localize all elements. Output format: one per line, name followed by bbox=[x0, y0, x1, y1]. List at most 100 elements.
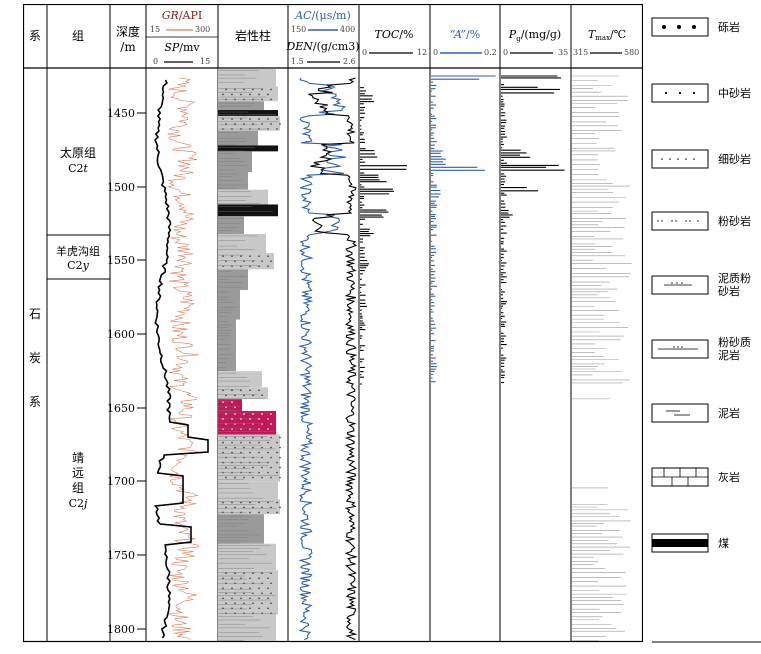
tmax-track bbox=[572, 75, 632, 642]
header-a-min: 0 bbox=[433, 48, 438, 57]
depth-tick-1750: 1750 bbox=[107, 549, 146, 562]
depth-tick-1600: 1600 bbox=[107, 328, 146, 341]
legend-swatch bbox=[651, 211, 709, 231]
legend-item-conglomerate: 砾岩 bbox=[651, 17, 740, 37]
svg-text:1700: 1700 bbox=[107, 475, 135, 488]
header-group: 组 bbox=[72, 29, 84, 43]
depth-tick-1700: 1700 bbox=[107, 475, 146, 488]
lithology-column bbox=[218, 68, 281, 641]
system-char-3: 系 bbox=[29, 395, 41, 409]
legend-item-siltstone: 粉砂岩 bbox=[651, 211, 751, 231]
lithology-layer bbox=[218, 319, 236, 372]
legend-label: 泥岩 bbox=[718, 406, 740, 420]
lithology-layer bbox=[218, 269, 248, 290]
lithology-layer bbox=[218, 570, 278, 615]
legend-item-limestone: 灰岩 bbox=[651, 467, 740, 487]
svg-text:1500: 1500 bbox=[107, 181, 135, 194]
lithology-layer bbox=[218, 399, 242, 411]
formation-separators bbox=[47, 234, 110, 280]
header-den-min: 1.5 bbox=[291, 57, 304, 66]
svg-text:1750: 1750 bbox=[107, 549, 135, 562]
legend-item-medium-sandstone: 中砂岩 bbox=[651, 83, 751, 103]
header-depth-line1: 深度 bbox=[116, 24, 140, 39]
ac-curve bbox=[297, 77, 347, 641]
header-toc-max: 12 bbox=[417, 48, 427, 57]
lithology-layer bbox=[218, 189, 268, 205]
svg-text:1800: 1800 bbox=[107, 623, 135, 636]
lithology-layer bbox=[218, 434, 280, 482]
depth-ticks: 1450 1500 1550 1600 1650 1700 1750 1800 bbox=[107, 107, 146, 636]
lithology-layer bbox=[218, 110, 278, 116]
legend-item-mudstone: 泥岩 bbox=[651, 403, 740, 423]
legend-swatch bbox=[651, 403, 709, 423]
header-depth-line2: /m bbox=[120, 40, 136, 54]
lithology-layer bbox=[218, 101, 264, 111]
well-log-panel: 系 组 深度 /m GR/API 15 300 SP/mv 0 15 岩性柱 A… bbox=[23, 4, 643, 643]
header-pg-min: 0 bbox=[503, 48, 508, 57]
legend-swatch bbox=[651, 149, 709, 169]
formation-jingyuan-char-2: 远 bbox=[72, 466, 84, 480]
legend-label: 中砂岩 bbox=[718, 86, 751, 100]
legend-label: 泥质粉砂岩 bbox=[718, 272, 751, 298]
svg-text:1450: 1450 bbox=[107, 107, 135, 120]
header-a: “A”/% bbox=[450, 28, 480, 41]
header-system: 系 bbox=[29, 29, 41, 43]
header-toc-min: 0 bbox=[362, 48, 367, 57]
lithology-layer bbox=[218, 514, 264, 544]
depth-tick-1550: 1550 bbox=[107, 254, 146, 267]
system-char-1: 石 bbox=[29, 307, 41, 321]
header-gr-max: 300 bbox=[195, 25, 210, 34]
depth-tick-1800: 1800 bbox=[107, 623, 146, 636]
a-track bbox=[431, 75, 496, 383]
header-tmax-min: 315 bbox=[573, 48, 588, 57]
header-gr-min: 15 bbox=[150, 25, 160, 34]
formation-yanghugou-code: C2y bbox=[67, 259, 89, 272]
formation-jingyuan-code: C2j bbox=[69, 497, 88, 510]
header-pg: Pg/(mg/g) bbox=[508, 28, 561, 43]
formation-taiyuan-name: 太原组 bbox=[60, 145, 96, 160]
lithology-layer bbox=[218, 371, 262, 388]
pg-track bbox=[501, 75, 565, 384]
formation-jingyuan-char-3: 组 bbox=[72, 481, 84, 495]
lithology-layer bbox=[218, 233, 266, 254]
toc-track bbox=[360, 87, 408, 385]
header-tmax: Tmax/℃ bbox=[588, 28, 626, 42]
header-sp-min: 0 bbox=[153, 57, 158, 66]
lithology-layer bbox=[218, 543, 276, 571]
gr-curve bbox=[167, 77, 200, 640]
legend-label: 细砂岩 bbox=[718, 152, 751, 166]
lithology-layer bbox=[218, 387, 268, 400]
legend-label: 灰岩 bbox=[718, 470, 740, 484]
lithology-layer bbox=[218, 145, 278, 152]
legend-item-argillaceous-siltstone: 泥质粉砂岩 bbox=[651, 272, 751, 298]
lithology-layer bbox=[218, 290, 240, 320]
lithology-layer bbox=[218, 172, 248, 190]
lithology-layer bbox=[218, 410, 276, 435]
lithology-layer bbox=[218, 204, 278, 217]
log-frame bbox=[23, 4, 643, 643]
header-sp: SP/mv bbox=[164, 41, 200, 54]
lithology-layer bbox=[218, 68, 276, 87]
header-lith: 岩性柱 bbox=[235, 28, 271, 43]
den-curve bbox=[308, 77, 359, 641]
lithology-layer bbox=[218, 481, 278, 500]
depth-tick-1650: 1650 bbox=[107, 402, 146, 415]
legend-label: 煤 bbox=[718, 537, 729, 550]
lithology-layer bbox=[218, 253, 274, 270]
gr-sp-curve-track bbox=[153, 77, 209, 640]
legend-item-fine-sandstone: 细砂岩 bbox=[651, 149, 751, 169]
svg-text:1650: 1650 bbox=[107, 402, 135, 415]
header-a-max: 0.2 bbox=[484, 48, 497, 57]
system-char-2: 炭 bbox=[29, 351, 41, 365]
lithology-layer bbox=[218, 216, 244, 234]
formation-taiyuan-code: C2t bbox=[68, 162, 88, 175]
header-ac-min: 150 bbox=[291, 25, 306, 34]
legend-label: 粉砂质泥岩 bbox=[718, 336, 751, 362]
depth-tick-1450: 1450 bbox=[107, 107, 146, 120]
header-tmax-max: 580 bbox=[624, 48, 639, 57]
header-pg-max: 35 bbox=[558, 48, 568, 57]
legend-label: 砾岩 bbox=[718, 20, 740, 34]
header-toc: TOC/% bbox=[375, 28, 414, 41]
header-gr: GR/API bbox=[162, 9, 202, 22]
